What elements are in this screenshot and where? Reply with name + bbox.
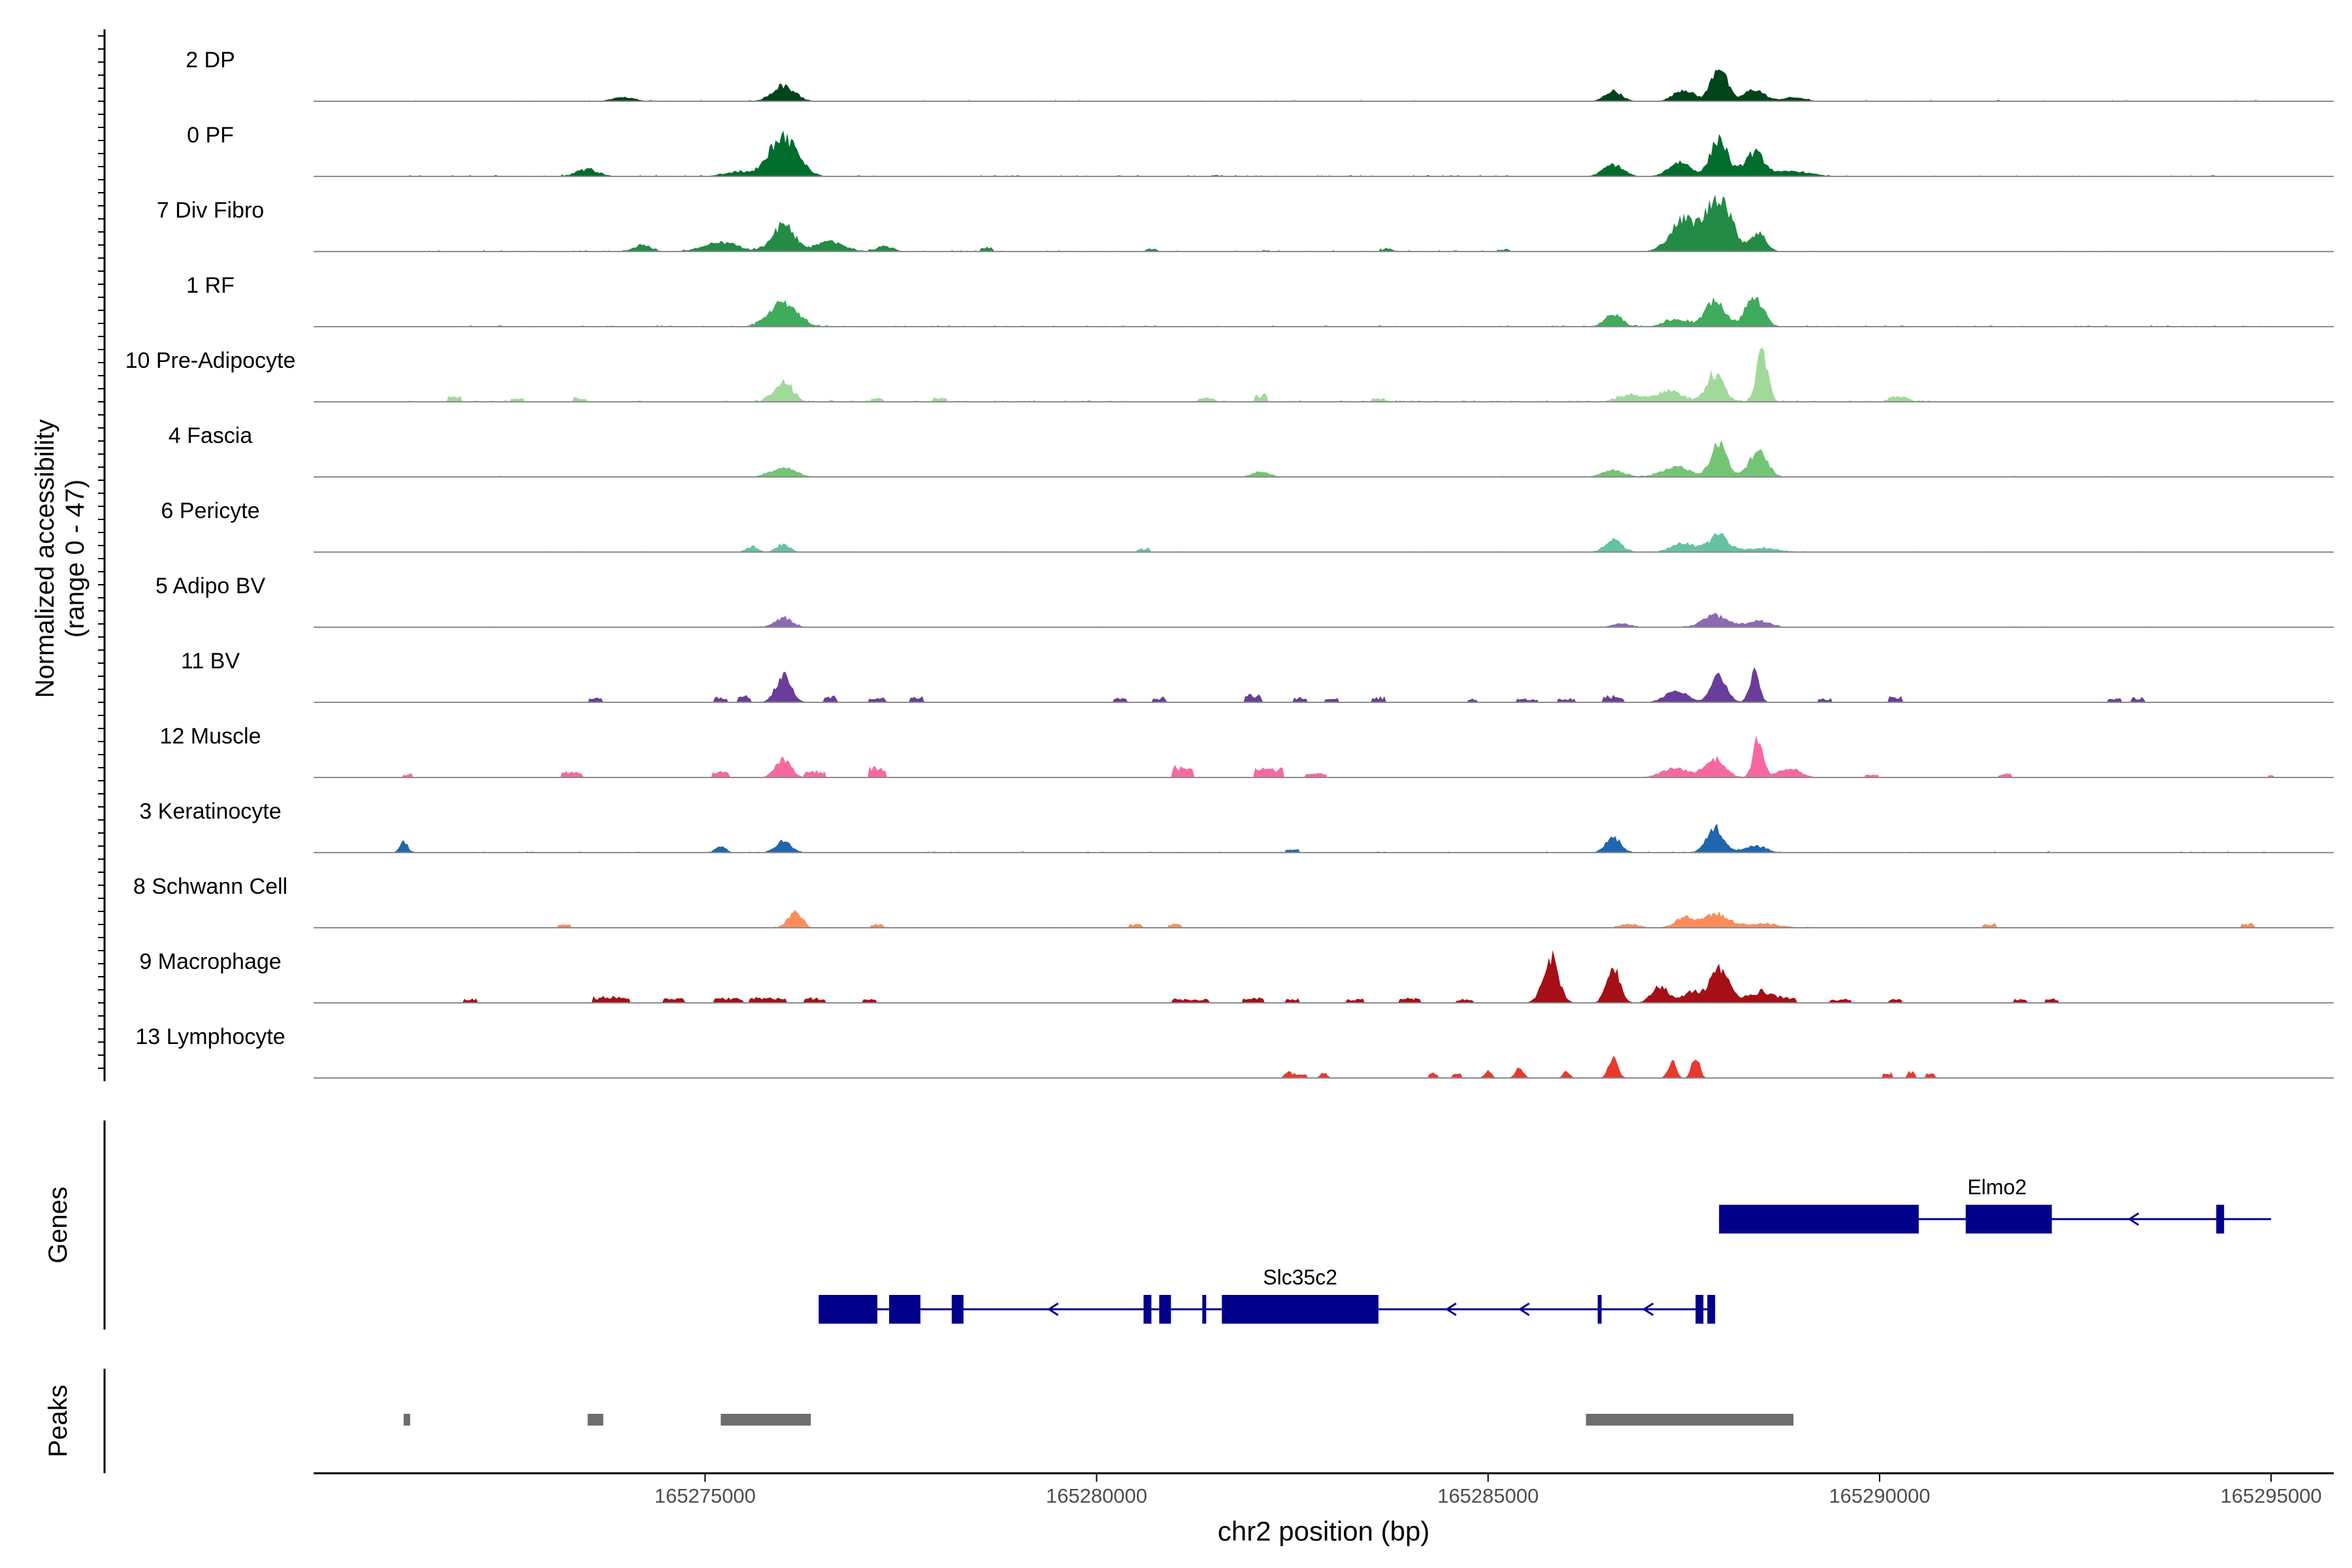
track-label: 13 Lymphocyte: [135, 1024, 285, 1049]
track-6-pericyte: 6 Pericyte: [161, 498, 2334, 553]
coverage-area: [314, 950, 2334, 1003]
coverage-area: [314, 1056, 2334, 1078]
coverage-area: [314, 69, 2334, 101]
track-8-schwann-cell: 8 Schwann Cell: [133, 874, 2334, 928]
coverage-area: [314, 667, 2334, 702]
track-7-div-fibro: 7 Div Fibro: [157, 194, 2334, 252]
coverage-area: [314, 348, 2334, 402]
peaks-panel-label: Peaks: [44, 1384, 73, 1457]
track-label: 9 Macrophage: [139, 949, 281, 974]
track-label: 2 DP: [186, 48, 235, 73]
exon: [1719, 1205, 1919, 1233]
track-label: 8 Schwann Cell: [133, 874, 287, 899]
y-axis-label-line1: Normalized accessibility: [31, 419, 59, 698]
coverage-tracks: 2 DP 0 PF 7 Div Fibro 1 RF 10 Pre-Adipocyte 4…: [125, 48, 2334, 1079]
track-label: 11 BV: [181, 649, 240, 674]
exon: [1597, 1295, 1602, 1324]
x-tick-label: 165295000: [2221, 1484, 2322, 1507]
track-label: 3 Keratinocyte: [139, 799, 281, 824]
track-5-adipo-bv: 5 Adipo BV: [155, 574, 2334, 628]
exon: [2216, 1205, 2225, 1233]
track-label: 10 Pre-Adipocyte: [125, 348, 296, 373]
peak-region: [403, 1414, 410, 1426]
track-label: 0 PF: [187, 123, 234, 148]
genes-panel-label: Genes: [44, 1186, 73, 1264]
track-label: 12 Muscle: [160, 724, 261, 749]
exon: [1202, 1295, 1207, 1324]
peak-region: [721, 1414, 811, 1426]
exon: [819, 1295, 877, 1324]
track-label: 1 RF: [186, 273, 235, 298]
track-4-fascia: 4 Fascia: [169, 423, 2334, 478]
gene-slc35c2: Slc35c2: [819, 1266, 1716, 1324]
track-label: 6 Pericyte: [161, 498, 259, 523]
track-12-muscle: 12 Muscle: [160, 724, 2334, 778]
x-axis-ticks: 165275000 165280000 165285000 165290000 1652…: [655, 1473, 2322, 1507]
strand-arrow: [2127, 1212, 2140, 1226]
track-label: 5 Adipo BV: [155, 574, 266, 598]
track-13-lymphocyte: 13 Lymphocyte: [135, 1024, 2334, 1079]
exon: [1222, 1295, 1379, 1324]
gene-elmo2: Elmo2: [1719, 1175, 2272, 1233]
exon: [1695, 1295, 1704, 1324]
coverage-area: [314, 440, 2334, 477]
coverage-area: [314, 823, 2334, 853]
track-3-keratinocyte: 3 Keratinocyte: [139, 799, 2334, 853]
gene-label: Slc35c2: [1263, 1266, 1337, 1289]
gene-annotations: Elmo2 Slc35c2: [819, 1175, 2272, 1324]
y-axis-ticks: [98, 35, 105, 1069]
track-9-macrophage: 9 Macrophage: [139, 949, 2334, 1004]
peak-regions: [403, 1414, 1794, 1426]
exon: [1965, 1205, 2052, 1233]
strand-arrow: [1642, 1302, 1654, 1316]
track-label: 7 Div Fibro: [157, 198, 264, 223]
x-tick-label: 165275000: [655, 1484, 756, 1507]
gene-label: Elmo2: [1967, 1175, 2027, 1199]
y-axis: [98, 29, 106, 1081]
coverage-area: [314, 297, 2334, 327]
exon: [1707, 1295, 1716, 1324]
x-tick-label: 165290000: [1829, 1484, 1930, 1507]
track-11-bv: 11 BV: [181, 649, 2334, 703]
coverage-area: [314, 735, 2334, 777]
exon: [889, 1295, 921, 1324]
track-10-pre-adipocyte: 10 Pre-Adipocyte: [125, 348, 2334, 402]
coverage-area: [314, 909, 2334, 928]
x-axis-label: chr2 position (bp): [1218, 1516, 1430, 1546]
track-2-dp: 2 DP: [186, 48, 2334, 102]
coverage-area: [314, 130, 2334, 176]
exon: [951, 1295, 964, 1324]
exon: [1159, 1295, 1171, 1324]
track-0-pf: 0 PF: [187, 123, 2334, 177]
peak-region: [1586, 1414, 1794, 1426]
x-tick-label: 165280000: [1046, 1484, 1147, 1507]
exon: [1143, 1295, 1152, 1324]
strand-arrow: [1445, 1302, 1457, 1316]
strand-arrow: [1047, 1302, 1059, 1316]
x-tick-label: 165285000: [1437, 1484, 1539, 1507]
peak-region: [587, 1414, 604, 1426]
x-axis: 165275000 165280000 165285000 165290000 1652…: [314, 1472, 2334, 1507]
track-1-rf: 1 RF: [186, 273, 2334, 327]
coverage-area: [314, 194, 2334, 252]
y-axis-label-line2: (range 0 - 47): [61, 480, 90, 638]
coverage-area: [314, 613, 2334, 627]
track-label: 4 Fascia: [169, 423, 253, 448]
coverage-area: [314, 533, 2334, 552]
strand-arrow: [1518, 1302, 1530, 1316]
